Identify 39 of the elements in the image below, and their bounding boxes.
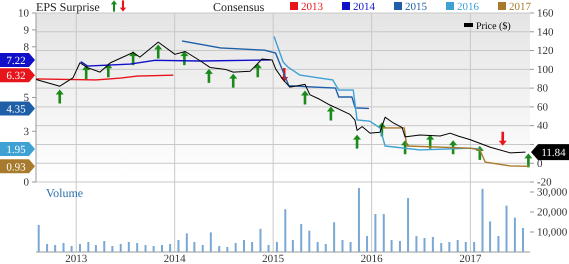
- y2-tick-label: 0: [537, 158, 543, 170]
- x-tick-label: 2014: [164, 252, 186, 264]
- annotation: EPS Surprise: [36, 0, 100, 14]
- x-tick-label: 2017: [459, 252, 482, 264]
- y2-tick-label: 140: [537, 26, 554, 38]
- y2-tick-label: 120: [537, 45, 554, 58]
- y2-tick-label: 60: [537, 101, 548, 114]
- y2-tick-label: -20: [537, 176, 552, 189]
- annotation: Consensus: [213, 0, 265, 14]
- y-tick-label: 5: [24, 92, 30, 104]
- text: 11.84: [541, 147, 566, 160]
- y2-tick-label: 40: [537, 120, 548, 132]
- y3-tick-label: 20,000: [537, 206, 568, 219]
- legend-label: 2017: [509, 1, 532, 13]
- y2-tick-label: 100: [537, 64, 554, 76]
- y2-tick-label: 160: [537, 8, 554, 20]
- legend-label: Price ($): [476, 21, 511, 32]
- x-tick-label: 2016: [360, 252, 384, 264]
- text: 0.93: [6, 161, 26, 174]
- text: 7.22: [6, 54, 26, 67]
- x-tick-label: 2015: [262, 252, 285, 264]
- text: 1.95: [6, 144, 26, 156]
- y-tick-label: 8: [24, 41, 30, 54]
- text: 4.35: [6, 103, 26, 116]
- y3-tick-label: 10,000: [537, 226, 568, 239]
- y-tick-label: 9: [24, 24, 30, 36]
- legend-label: 2016: [457, 1, 480, 13]
- legend-label: 2014: [353, 1, 376, 13]
- y-tick-label: 0: [24, 176, 30, 189]
- y3-tick-label: 30,000: [537, 186, 568, 199]
- legend-label: 2015: [405, 1, 428, 13]
- y-tick-label: 3: [24, 126, 30, 138]
- text: 6.32: [6, 70, 26, 82]
- y3-axis-title: Volume: [46, 186, 84, 200]
- legend-label: 2013: [301, 1, 324, 13]
- y2-tick-label: 80: [537, 82, 548, 95]
- line-series: [182, 40, 370, 110]
- y-tick-label: 10: [18, 8, 30, 20]
- x-tick-label: 2013: [65, 252, 88, 264]
